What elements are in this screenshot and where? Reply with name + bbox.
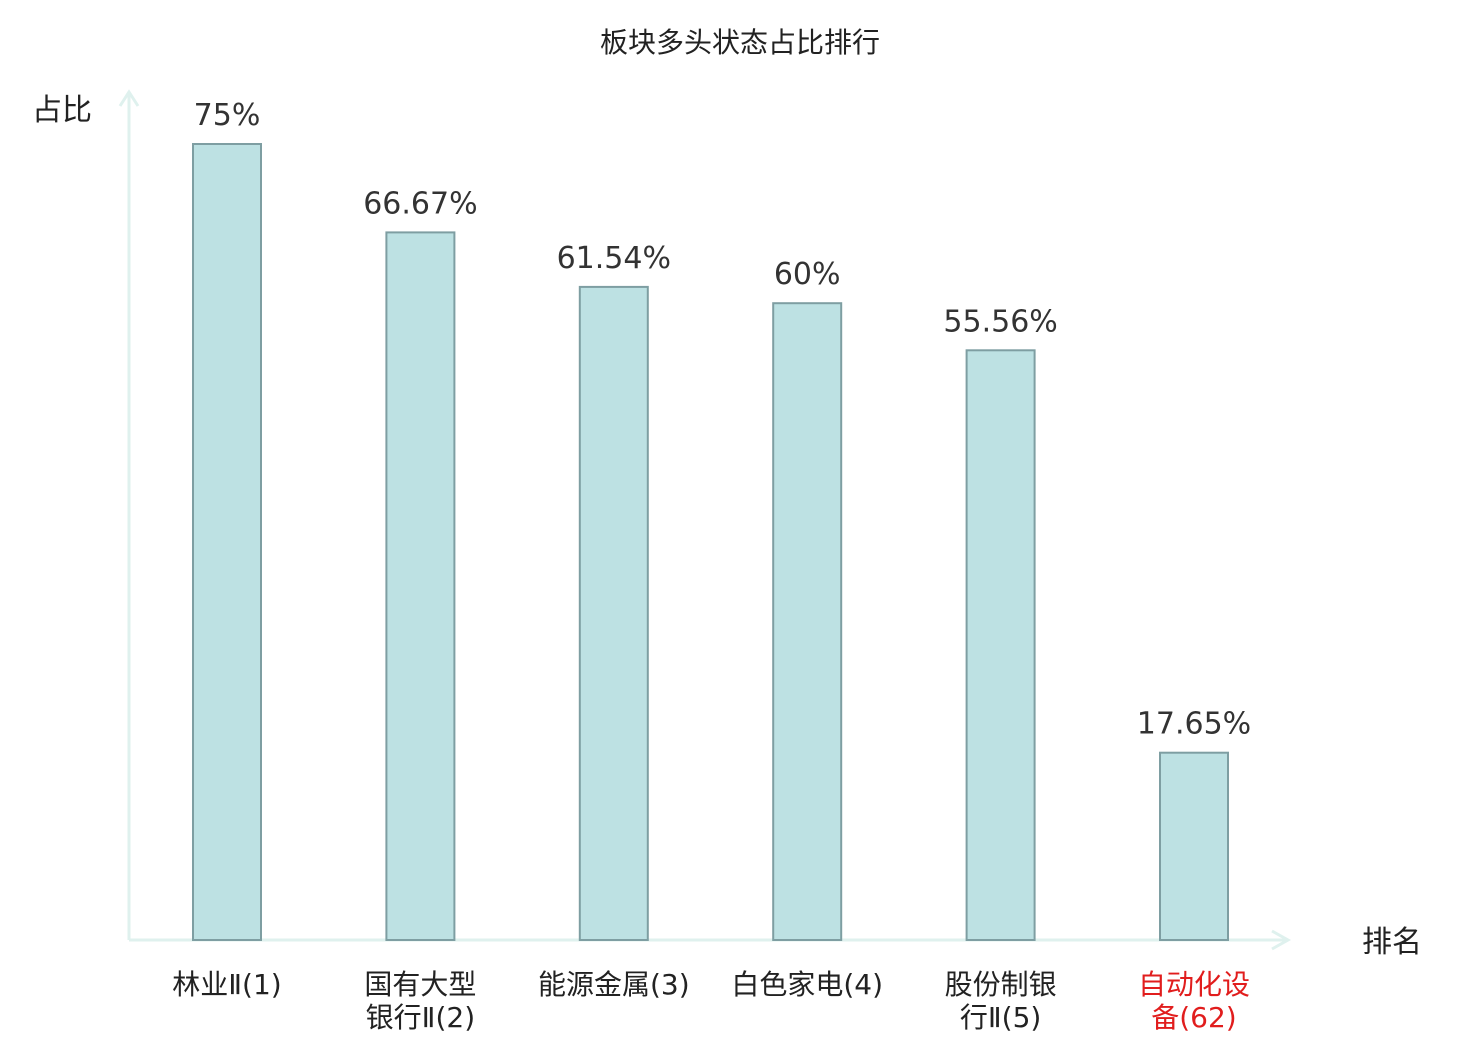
bar-3 <box>578 285 649 941</box>
bar-5 <box>965 349 1036 941</box>
category-label-line: 股份制银 <box>945 968 1057 1001</box>
x-axis-label: 排名 <box>1362 925 1422 960</box>
axes <box>118 89 1292 951</box>
bar-1 <box>192 143 262 941</box>
category-label-2: 国有大型银行Ⅱ(2) <box>364 968 476 1034</box>
category-label-5: 股份制银行Ⅱ(5) <box>945 968 1057 1034</box>
category-label-line: 能源金属(3) <box>538 968 690 1001</box>
category-label-line: 备(62) <box>1151 1001 1236 1034</box>
bar-2 <box>385 231 456 941</box>
y-axis-label: 占比 <box>32 93 92 128</box>
bar-value-label-5: 55.56% <box>943 304 1057 339</box>
bar-4 <box>772 302 843 941</box>
bar-value-label-4: 60% <box>774 257 841 292</box>
x-axis-arrow <box>1271 929 1292 951</box>
bar-value-label-2: 66.67% <box>363 186 477 221</box>
category-label-line: 银行Ⅱ(2) <box>366 1001 475 1034</box>
category-label-line: 白色家电(4) <box>731 968 883 1001</box>
category-label-3: 能源金属(3) <box>538 968 690 1001</box>
bars: 75% 林业Ⅱ(1) 66.67% 国有大型银行Ⅱ(2) 61.54% 能源金属(3) 60… <box>172 98 1251 1034</box>
category-label-1: 林业Ⅱ(1) <box>172 968 281 1001</box>
category-label-line: 行Ⅱ(5) <box>960 1001 1041 1034</box>
bar-6 <box>1159 751 1229 942</box>
category-label-line: 林业Ⅱ(1) <box>172 968 281 1001</box>
category-label-6: 自动化设备(62) <box>1138 968 1250 1034</box>
category-label-line: 自动化设 <box>1138 968 1250 1001</box>
category-label-4: 白色家电(4) <box>731 968 883 1001</box>
chart-title: 板块多头状态占比排行 <box>600 26 880 59</box>
category-label-line: 国有大型 <box>364 968 476 1001</box>
bar-value-label-1: 75% <box>194 98 261 133</box>
bar-value-label-3: 61.54% <box>557 241 671 276</box>
bar-value-label-6: 17.65% <box>1137 707 1251 742</box>
y-axis-arrow <box>118 89 140 107</box>
